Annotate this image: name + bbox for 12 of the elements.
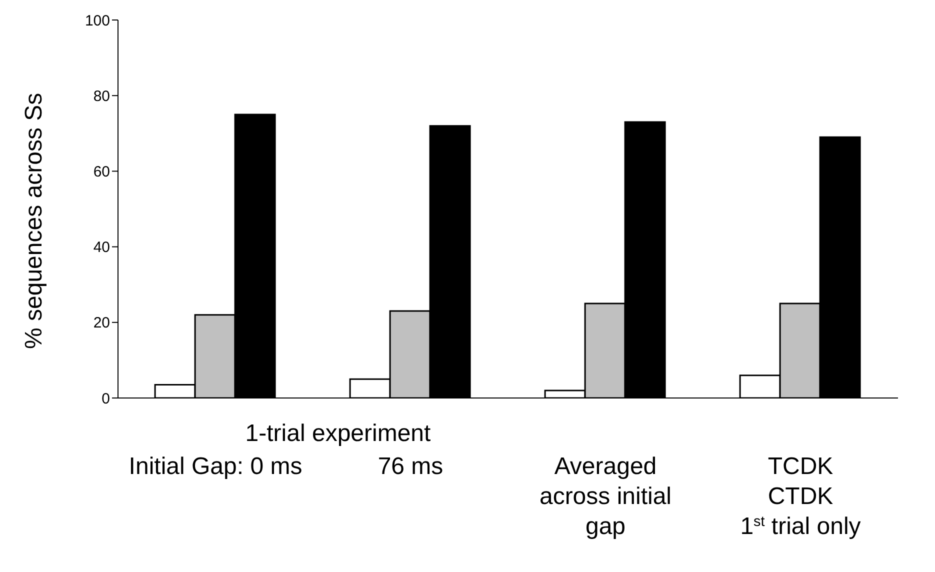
y-tick-label: 80	[93, 88, 110, 105]
x-tick-label: Initial Gap: 0 ms	[128, 453, 302, 480]
y-tick-label: 40	[93, 239, 110, 256]
text: 1-trial experiment	[244, 420, 432, 448]
y-tick-label: 20	[93, 314, 110, 332]
y-tick-label: 100	[84, 12, 110, 30]
y-tick-label: 60	[93, 164, 110, 181]
y-tick-label: 0	[102, 390, 110, 408]
x-tick-label: Averaged across initial gap	[539, 453, 672, 540]
y-axis-title: % sequences across Ss	[20, 92, 48, 349]
x-tick-label: TCDK CTDK 1$^{st}$ trial only	[740, 453, 861, 540]
x-tick-label: 76 ms	[378, 453, 444, 480]
